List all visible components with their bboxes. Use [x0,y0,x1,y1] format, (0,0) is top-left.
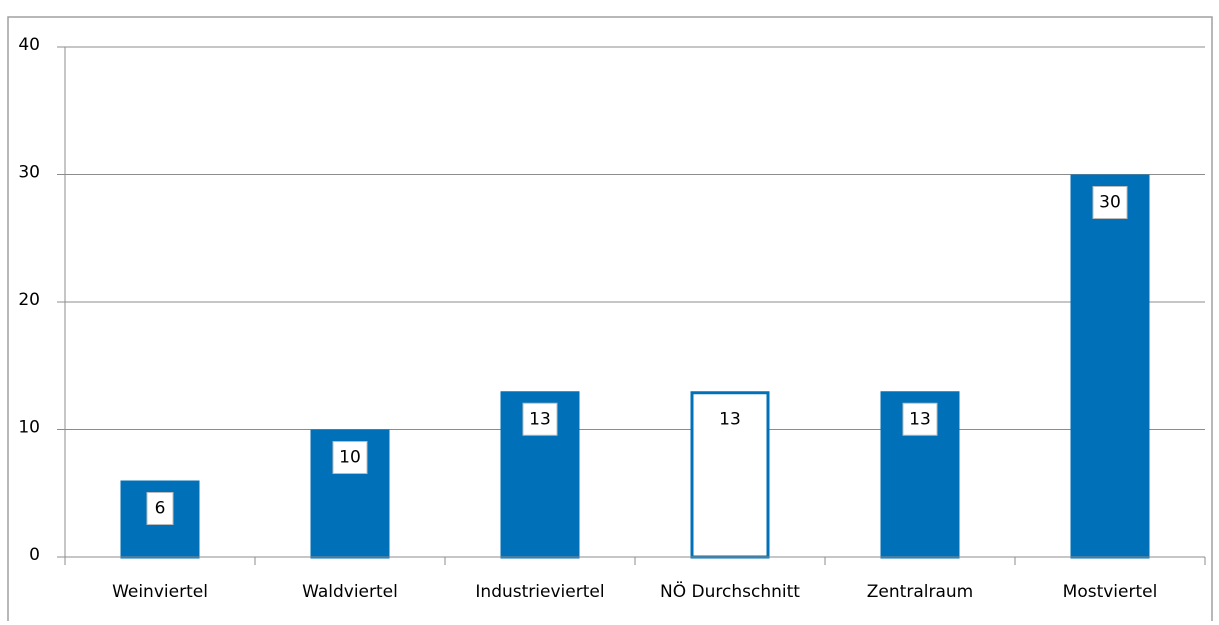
chart-frame [7,16,1213,621]
x-tick-label: NÖ Durchschnitt [660,580,800,602]
data-label-box [902,402,938,436]
x-tick-label: Waldviertel [302,582,398,602]
data-label: 13 [719,409,741,429]
data-label-box [146,492,174,525]
bar [1070,174,1150,559]
y-tick-label: 40 [18,35,40,55]
data-label-box [522,402,558,436]
data-label: 10 [339,448,361,468]
data-label-box [713,403,747,436]
data-label: 30 [1099,193,1121,213]
y-tick-label: 0 [29,545,40,565]
data-label: 13 [909,409,931,429]
y-tick-label: 30 [18,163,40,183]
y-tick-label: 20 [18,290,40,310]
x-tick-label: Weinviertel [112,582,208,602]
y-tick-label: 10 [18,418,40,438]
data-label-box [1092,186,1128,219]
x-tick-label: Industrieviertel [475,582,604,602]
x-tick-label: Mostviertel [1063,582,1158,602]
data-label: 6 [155,499,166,519]
x-tick-label: Zentralraum [867,582,973,602]
data-label-box [332,441,368,474]
data-label: 13 [529,409,551,429]
